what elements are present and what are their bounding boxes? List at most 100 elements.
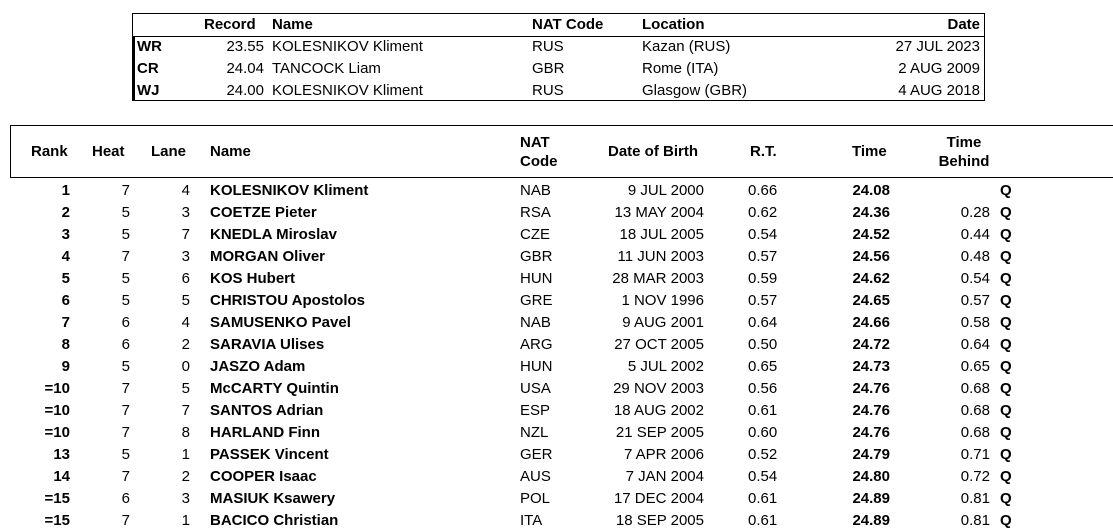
nat-cell: POL (520, 490, 551, 507)
name-cell: KNEDLA Miroslav (210, 226, 337, 243)
lane-cell: 7 (181, 402, 190, 419)
rank-cell: 8 (61, 336, 70, 353)
rank-cell: =10 (44, 380, 70, 397)
qualified-badge: Q (1000, 358, 1012, 375)
qualified-badge: Q (1000, 380, 1012, 397)
dob-cell: 21 SEP 2005 (615, 424, 704, 441)
header-time: Time (852, 143, 887, 160)
behind-cell: 0.64 (960, 336, 990, 353)
qualified-badge: Q (1000, 446, 1012, 463)
qualified-badge: Q (1000, 336, 1012, 353)
name-cell: SARAVIA Ulises (210, 336, 325, 353)
table-row: =10 7 8 HARLAND Finn NZL 21 SEP 2005 0.60 24.76… (0, 422, 1113, 444)
rank-cell: 13 (53, 446, 70, 463)
lane-cell: 5 (181, 380, 190, 397)
rank-cell: 14 (53, 468, 70, 485)
heat-cell: 5 (121, 226, 130, 243)
record-code: WJ (137, 82, 160, 99)
table-row: 9 5 0 JASZO Adam HUN 5 JUL 2002 0.65 24.73 0.65 Q (0, 356, 1113, 378)
behind-cell: 0.65 (960, 358, 990, 375)
dob-cell: 18 JUL 2005 (619, 226, 704, 243)
rank-cell: 1 (61, 182, 70, 199)
table-row: =10 7 7 SANTOS Adrian ESP 18 AUG 2002 0.61 24.7… (0, 400, 1113, 422)
lane-cell: 4 (181, 182, 190, 199)
behind-cell: 0.68 (960, 424, 990, 441)
rank-cell: =10 (44, 424, 70, 441)
time-cell: 24.72 (852, 336, 890, 353)
name-cell: COETZE Pieter (210, 204, 317, 221)
qualified-badge: Q (1000, 424, 1012, 441)
dob-cell: 13 MAY 2004 (614, 204, 704, 221)
time-cell: 24.80 (852, 468, 890, 485)
records-header-date: Date (947, 16, 980, 33)
dob-cell: 18 AUG 2002 (613, 402, 704, 419)
dob-cell: 11 JUN 2003 (617, 248, 704, 265)
qualified-badge: Q (1000, 468, 1012, 485)
nat-cell: HUN (520, 270, 553, 287)
time-cell: 24.65 (852, 292, 890, 309)
nat-cell: ESP (520, 402, 551, 419)
rank-cell: =10 (44, 402, 70, 419)
rt-cell: 0.61 (748, 490, 778, 507)
qualified-badge: Q (1000, 402, 1012, 419)
rt-cell: 0.66 (748, 182, 778, 199)
rt-cell: 0.52 (748, 446, 778, 463)
record-code: CR (137, 60, 159, 77)
heat-cell: 7 (121, 380, 130, 397)
dob-cell: 18 SEP 2005 (615, 512, 704, 529)
time-cell: 24.62 (852, 270, 890, 287)
name-cell: MORGAN Oliver (210, 248, 326, 265)
rt-cell: 0.61 (748, 402, 778, 419)
nat-cell: HUN (520, 358, 553, 375)
rt-cell: 0.54 (748, 226, 778, 243)
record-time: 23.55 (226, 38, 264, 55)
records-header-nat: NAT Code (532, 16, 604, 33)
lane-cell: 2 (181, 336, 190, 353)
heat-cell: 5 (121, 358, 130, 375)
record-nat: RUS (532, 38, 564, 55)
name-cell: SAMUSENKO Pavel (210, 314, 351, 331)
lane-cell: 3 (181, 248, 190, 265)
nat-cell: ITA (520, 512, 543, 529)
heat-cell: 5 (121, 270, 130, 287)
qualified-badge: Q (1000, 204, 1012, 221)
nat-cell: RSA (520, 204, 551, 221)
record-row: WR 23.55 KOLESNIKOV Kliment RUS Kazan (RUS) 2… (133, 36, 984, 58)
heat-cell: 7 (121, 512, 130, 529)
rt-cell: 0.50 (748, 336, 778, 353)
heat-cell: 7 (121, 248, 130, 265)
record-time: 24.00 (226, 82, 264, 99)
rank-cell: 6 (61, 292, 70, 309)
lane-cell: 3 (181, 204, 190, 221)
header-heat: Heat (92, 143, 125, 160)
dob-cell: 7 APR 2006 (623, 446, 704, 463)
rt-cell: 0.64 (748, 314, 778, 331)
results-header: Rank Heat Lane Name NAT Code Date of Bir… (10, 125, 1113, 178)
record-row: WJ 24.00 KOLESNIKOV Kliment RUS Glasgow (GBR… (133, 80, 984, 102)
dob-cell: 7 JAN 2004 (625, 468, 704, 485)
rank-cell: =15 (44, 512, 70, 529)
behind-cell: 0.48 (960, 248, 990, 265)
heat-cell: 5 (121, 446, 130, 463)
heat-cell: 7 (121, 402, 130, 419)
qualified-badge: Q (1000, 314, 1012, 331)
record-location: Rome (ITA) (642, 60, 719, 77)
heat-cell: 6 (121, 314, 130, 331)
name-cell: PASSEK Vincent (210, 446, 329, 463)
qualified-badge: Q (1000, 248, 1012, 265)
lane-cell: 6 (181, 270, 190, 287)
heat-cell: 7 (121, 468, 130, 485)
table-row: 6 5 5 CHRISTOU Apostolos GRE 1 NOV 1996 0.57 24… (0, 290, 1113, 312)
time-cell: 24.66 (852, 314, 890, 331)
time-cell: 24.89 (852, 512, 890, 529)
header-behind-line2: Behind (938, 153, 990, 170)
rank-cell: 7 (61, 314, 70, 331)
rt-cell: 0.61 (748, 512, 778, 529)
time-cell: 24.56 (852, 248, 890, 265)
qualified-badge: Q (1000, 226, 1012, 243)
lane-cell: 8 (181, 424, 190, 441)
rt-cell: 0.57 (748, 248, 778, 265)
heat-cell: 7 (121, 182, 130, 199)
lane-cell: 3 (181, 490, 190, 507)
rank-cell: 2 (61, 204, 70, 221)
